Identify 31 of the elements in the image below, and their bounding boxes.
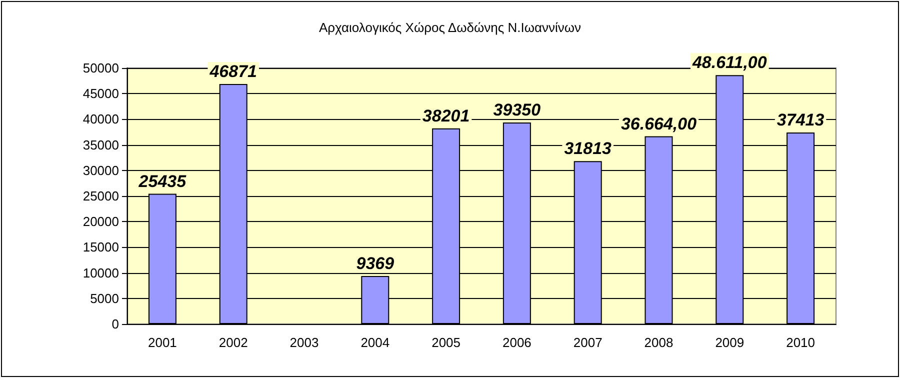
- x-tick-label: 2007: [573, 335, 602, 350]
- x-tick-label: 2006: [502, 335, 532, 350]
- x-tick-label: 2003: [290, 335, 319, 350]
- data-label: 31813: [564, 139, 612, 158]
- y-tick-label: 50000: [82, 60, 119, 76]
- y-tick-label: 40000: [82, 112, 119, 127]
- y-tick-label: 5000: [90, 290, 119, 306]
- y-tick-label: 20000: [82, 214, 119, 230]
- data-label: 38201: [422, 106, 470, 126]
- data-label: 46871: [208, 62, 257, 82]
- y-tick-label: 15000: [82, 240, 119, 255]
- data-label: 9369: [356, 254, 395, 274]
- y-tick-label: 25000: [82, 188, 119, 204]
- x-tick-label: 2002: [218, 335, 248, 350]
- y-tick-label: 30000: [82, 162, 119, 178]
- y-tick-label: 35000: [82, 137, 119, 152]
- x-tick-label: 2004: [360, 335, 390, 350]
- x-tick-label: 2009: [715, 335, 744, 350]
- x-tick-label: 2010: [786, 335, 816, 350]
- y-tick-label: 45000: [82, 86, 119, 102]
- data-label: 36.664,00: [620, 114, 698, 134]
- y-tick-label: 0: [112, 316, 119, 332]
- data-label: 48.611,00: [691, 53, 768, 72]
- x-tick-label: 2001: [148, 335, 177, 350]
- x-tick-label: 2008: [644, 335, 674, 350]
- data-label: 37413: [776, 110, 825, 130]
- x-tick-label: 2005: [432, 335, 461, 350]
- data-label: 39350: [493, 100, 542, 120]
- data-label: 25435: [138, 172, 187, 191]
- y-tick-label: 10000: [82, 265, 119, 280]
- chart-title: Αρχαιολογικός Χώρος Δωδώνης Ν.Ιωαννίνων: [318, 20, 582, 35]
